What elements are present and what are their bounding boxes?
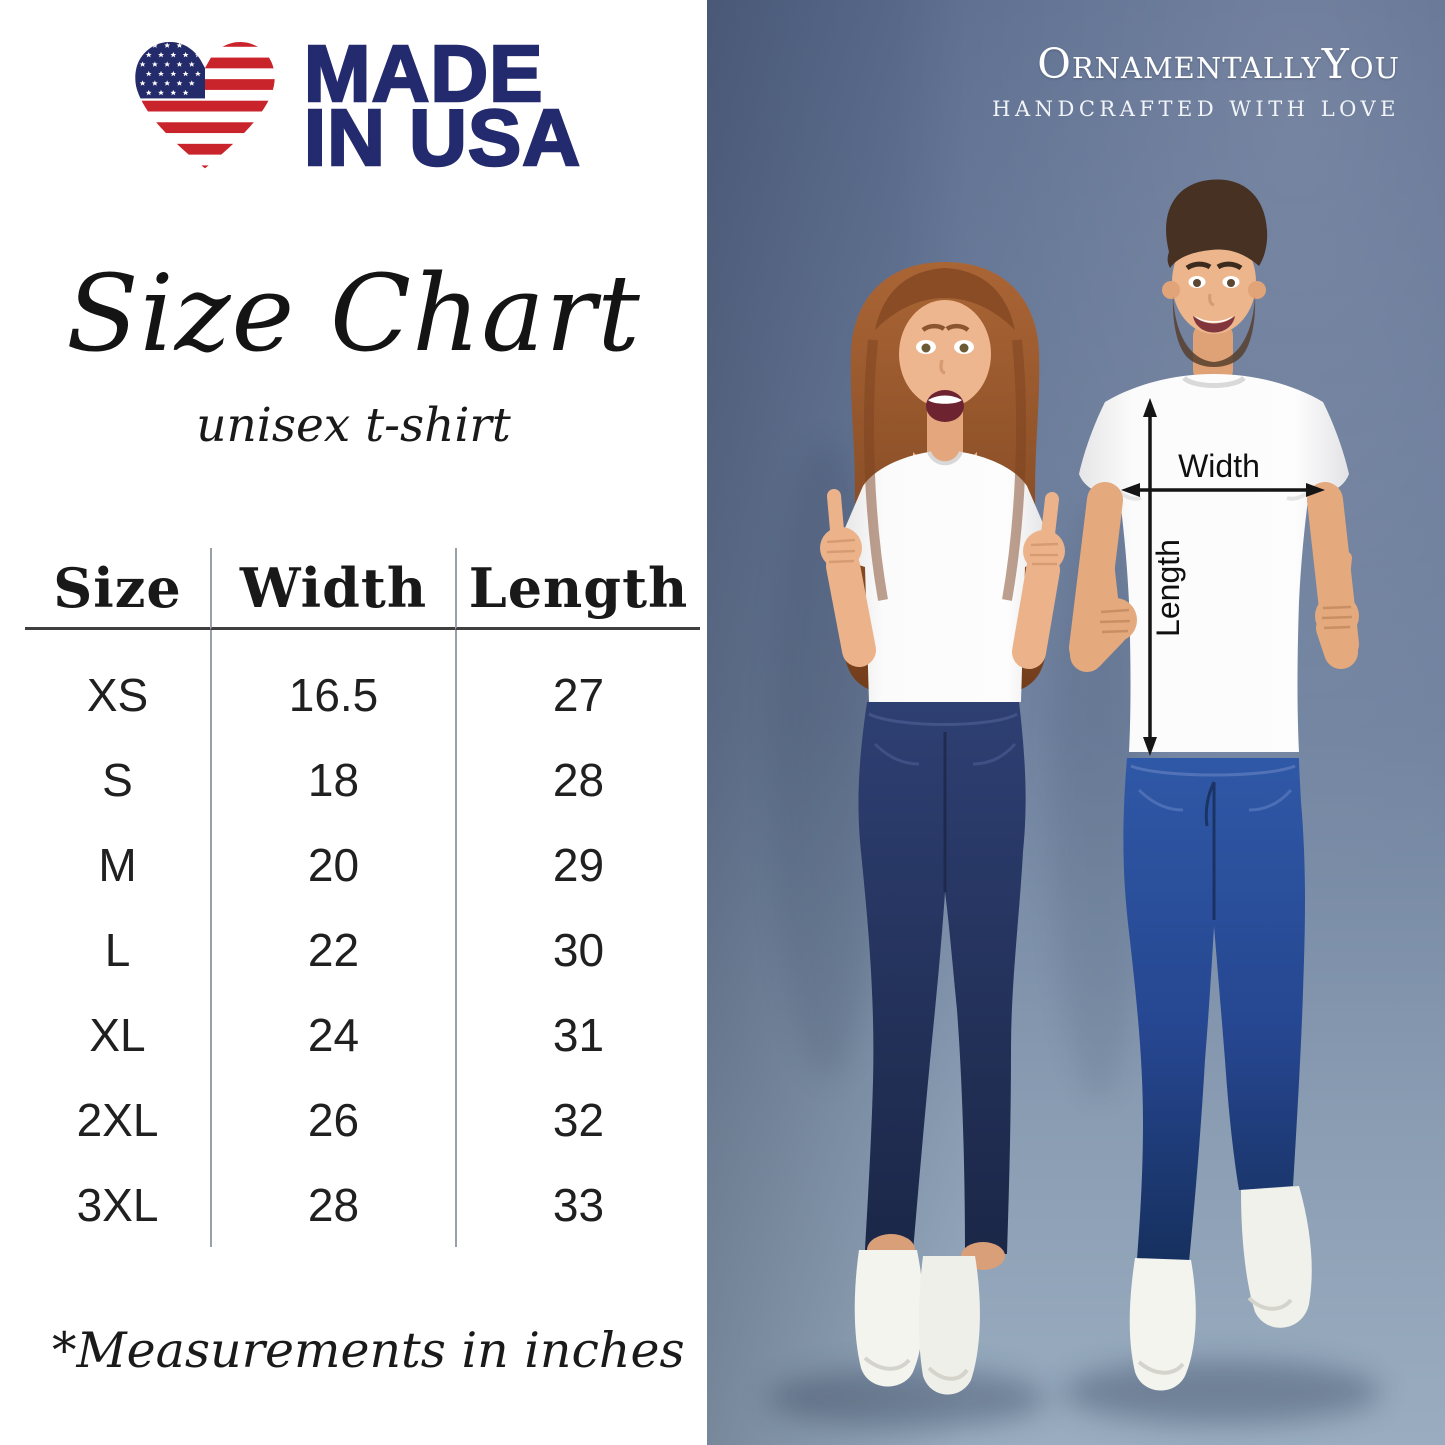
woman-sneaker bbox=[918, 1256, 980, 1395]
man-hair bbox=[1166, 179, 1268, 268]
woman-face bbox=[899, 300, 991, 408]
width-label: Width bbox=[1178, 448, 1260, 484]
page-subtitle: unisex t-shirt bbox=[196, 398, 511, 453]
length-cell: 27 bbox=[455, 652, 700, 737]
size-table: Size Width Length XS 16.5 27 S 18 28 M 2… bbox=[25, 548, 700, 1247]
table-spacer bbox=[455, 630, 700, 652]
col-header-size: Size bbox=[25, 548, 210, 630]
brand-name: OrnamentallyYou bbox=[1037, 40, 1400, 88]
size-cell: M bbox=[98, 838, 137, 891]
page-title: Size Chart bbox=[66, 252, 641, 375]
length-cell: 32 bbox=[455, 1077, 700, 1162]
size-chart-panel: MADE IN USA Size Chart unisex t-shirt Si… bbox=[0, 0, 707, 1445]
measurements-footnote: *Measurements in inches bbox=[52, 1322, 685, 1379]
man-figure bbox=[1069, 179, 1359, 1391]
made-in-usa-text: MADE IN USA bbox=[303, 29, 582, 182]
size-cell: 2XL bbox=[76, 1093, 159, 1146]
width-cell: 26 bbox=[210, 1077, 455, 1162]
size-cell: L bbox=[104, 923, 131, 976]
width-cell: 22 bbox=[210, 907, 455, 992]
woman-sneaker bbox=[854, 1250, 924, 1387]
length-cell: 30 bbox=[455, 907, 700, 992]
length-cell: 31 bbox=[455, 992, 700, 1077]
woman-tshirt bbox=[841, 452, 1049, 702]
in-usa-line: IN USA bbox=[303, 93, 582, 182]
woman-arms-thumbs-up bbox=[826, 489, 1060, 669]
man-fist bbox=[1093, 598, 1137, 642]
measurement-annotations bbox=[1121, 398, 1325, 756]
woman-figure bbox=[820, 262, 1065, 1395]
width-cell: 28 bbox=[210, 1162, 455, 1247]
woman-jeans bbox=[858, 702, 1026, 1254]
floor-shadow bbox=[767, 1368, 1047, 1428]
col-header-width: Width bbox=[210, 548, 455, 630]
man-jeans bbox=[1123, 758, 1305, 1262]
photo-panel: Width Length bbox=[707, 0, 1445, 1445]
man-eyebrows bbox=[1185, 261, 1243, 271]
table-spacer bbox=[25, 630, 210, 652]
man-sneaker bbox=[1129, 1258, 1196, 1391]
table-spacer bbox=[210, 630, 455, 652]
man-smile bbox=[1193, 316, 1235, 333]
brand-tagline: HANDCRAFTED WITH LOVE bbox=[992, 97, 1400, 121]
length-label: Length bbox=[1150, 539, 1186, 637]
length-cell: 33 bbox=[455, 1162, 700, 1247]
size-cell: 3XL bbox=[76, 1178, 159, 1231]
size-cell: S bbox=[102, 753, 133, 806]
man-face bbox=[1172, 230, 1256, 334]
made-line: MADE bbox=[303, 29, 544, 118]
brand-block: OrnamentallyYou HANDCRAFTED WITH LOVE bbox=[992, 40, 1400, 122]
col-header-length: Length bbox=[455, 548, 700, 630]
woman-fist bbox=[820, 527, 862, 569]
man-sneaker bbox=[1241, 1186, 1312, 1328]
made-in-usa-logo: MADE IN USA bbox=[0, 29, 707, 182]
woman-fist bbox=[1023, 530, 1065, 572]
woman-hair-front bbox=[875, 268, 1015, 330]
man-collar bbox=[1182, 375, 1246, 388]
width-cell: 18 bbox=[210, 737, 455, 822]
width-cell: 20 bbox=[210, 822, 455, 907]
man-tshirt bbox=[1079, 374, 1349, 752]
width-cell: 16.5 bbox=[210, 652, 455, 737]
woman-open-smile bbox=[926, 390, 964, 422]
width-cell: 24 bbox=[210, 992, 455, 1077]
length-cell: 29 bbox=[455, 822, 700, 907]
length-cell: 28 bbox=[455, 737, 700, 822]
size-cell: XS bbox=[86, 668, 149, 721]
usa-flag-heart-icon bbox=[135, 42, 275, 169]
man-fist bbox=[1315, 594, 1359, 638]
woman-eyebrows bbox=[921, 323, 970, 332]
models-photo-illustration: Width Length bbox=[707, 0, 1445, 1445]
size-cell: XL bbox=[89, 1008, 146, 1061]
floor-shadow bbox=[1062, 1360, 1382, 1424]
